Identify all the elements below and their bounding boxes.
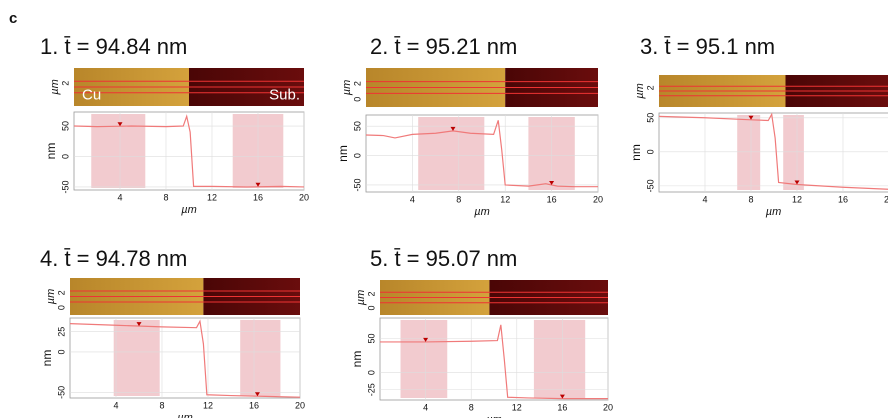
y-tick-label: -50 [56,386,66,399]
strip-tick-label: 2 [366,291,376,296]
y-tick-label: -50 [352,178,362,191]
x-tick-label: 20 [593,194,603,204]
figure: c 1. t̄ = 94.84 nm2µmCuSub.48121620500-5… [0,0,888,418]
highlight-span [737,115,760,190]
highlight-span [783,115,804,190]
highlight-span [240,320,280,396]
y-axis-label: nm [629,144,643,161]
x-tick-label: 16 [547,194,557,204]
x-tick-label: 12 [512,402,522,412]
x-tick-label: 16 [838,194,848,204]
x-tick-label: 20 [884,194,888,204]
strip-axis-label: µm [45,289,57,305]
x-axis-label: µm [474,206,490,218]
strip-tick-label: 2 [645,85,655,90]
strip-axis-label: µm [634,83,646,99]
panel-title: 4. t̄ = 94.78 nm [40,246,187,271]
strip-annotation: Sub. [269,86,300,103]
strip-tick-label: 0 [366,305,376,310]
x-tick-label: 8 [469,402,474,412]
x-tick-label: 16 [557,402,567,412]
x-tick-label: 12 [203,400,213,410]
x-axis-label: µm [181,204,197,216]
strip-axis-label: µm [49,79,61,95]
y-axis-label: nm [40,350,54,367]
y-tick-label: 0 [56,349,66,354]
strip-tick-label: 2 [352,81,362,86]
x-axis-label: µm [486,414,502,418]
y-tick-label: 50 [352,121,362,131]
y-tick-label: 25 [56,327,66,337]
y-tick-label: 50 [366,333,376,343]
y-tick-label: 0 [352,153,362,158]
strip-tick-label: 0 [352,97,362,102]
x-tick-label: 12 [792,194,802,204]
strip-tick-label: 2 [60,81,70,86]
x-tick-label: 20 [299,192,309,202]
x-tick-label: 8 [163,192,168,202]
highlight-span [91,114,145,188]
x-tick-label: 4 [423,402,428,412]
highlight-span [114,320,160,396]
highlight-span [534,320,585,398]
strip-tick-label: 2 [56,290,66,295]
x-tick-label: 4 [117,192,122,202]
x-tick-label: 4 [410,194,415,204]
panel-title: 5. t̄ = 95.07 nm [370,246,517,271]
y-tick-label: -25 [366,383,376,396]
strip-tick-label: 0 [56,305,66,310]
strip-axis-label: µm [341,80,353,96]
x-tick-label: 20 [295,400,305,410]
x-tick-label: 12 [500,194,510,204]
y-tick-label: -50 [645,179,655,192]
x-tick-label: 8 [748,194,753,204]
x-axis-label: µm [177,412,193,418]
x-tick-label: 4 [113,400,118,410]
highlight-span [401,320,448,398]
x-tick-label: 4 [702,194,707,204]
y-axis-label: nm [336,145,350,162]
x-tick-label: 16 [253,192,263,202]
strip-axis-label: µm [355,290,367,306]
y-tick-label: 0 [366,370,376,375]
x-tick-label: 12 [207,192,217,202]
panel-title: 3. t̄ = 95.1 nm [640,34,775,59]
y-tick-label: 50 [60,121,70,131]
panel-title: 2. t̄ = 95.21 nm [370,34,517,59]
y-tick-label: 0 [645,149,655,154]
strip-annotation: Cu [82,86,101,103]
x-axis-label: µm [766,206,782,218]
x-tick-label: 16 [249,400,259,410]
panel-title: 1. t̄ = 94.84 nm [40,34,187,59]
x-tick-label: 20 [603,402,613,412]
y-tick-label: 50 [645,113,655,123]
x-tick-label: 8 [456,194,461,204]
panel-label: c [9,10,17,27]
y-axis-label: nm [350,351,364,368]
y-tick-label: -50 [60,180,70,193]
y-axis-label: nm [44,143,58,160]
y-tick-label: 0 [60,154,70,159]
x-tick-label: 8 [159,400,164,410]
